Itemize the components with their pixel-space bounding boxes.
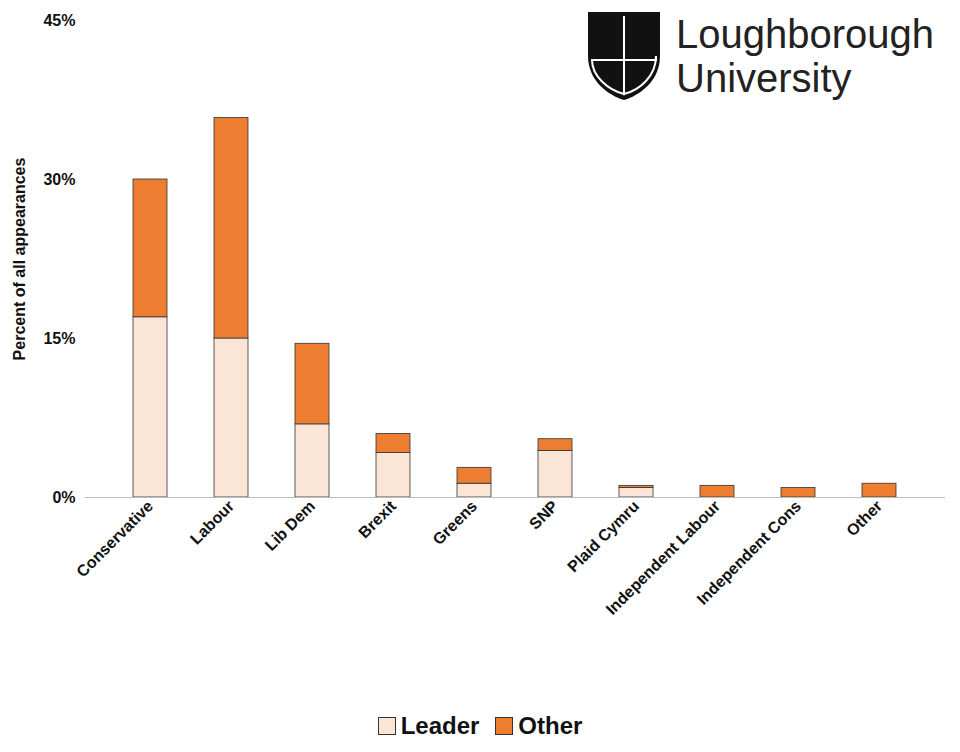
svg-text:Independent Cons: Independent Cons — [694, 497, 805, 608]
html-text:Loughborough: Loughborough — [676, 12, 934, 56]
svg-text:Labour: Labour — [187, 497, 237, 547]
html-text:University: University — [676, 56, 852, 100]
svg-text:Conservative: Conservative — [73, 497, 156, 580]
svg-text:Percent of all appearances: Percent of all appearances — [11, 158, 28, 361]
svg-text:45%: 45% — [43, 12, 75, 29]
html-text:Other: Other — [518, 712, 583, 739]
svg-text:Brexit: Brexit — [355, 497, 400, 542]
html-text:Leader: Leader — [400, 712, 480, 739]
svg-text:15%: 15% — [43, 330, 75, 347]
svg-text:Independent Labour: Independent Labour — [602, 497, 724, 618]
svg-text:0%: 0% — [52, 489, 75, 506]
svg-text:Greens: Greens — [429, 497, 480, 548]
svg-text:30%: 30% — [43, 171, 75, 188]
svg-text:Plaid Cymru: Plaid Cymru — [564, 497, 642, 575]
svg-text:SNP: SNP — [526, 497, 562, 533]
svg-text:Other: Other — [843, 497, 885, 539]
svg-text:Lib Dem: Lib Dem — [262, 497, 319, 554]
